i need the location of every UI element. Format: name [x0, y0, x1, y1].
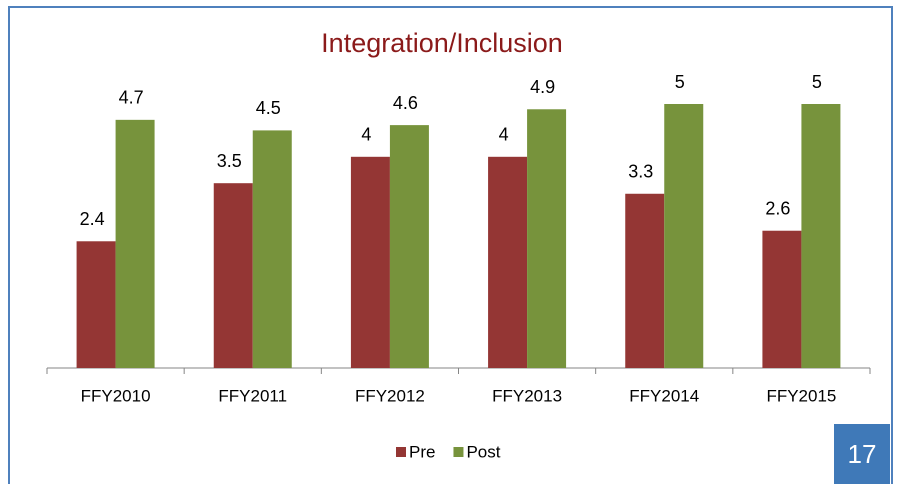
- page-badge: [834, 424, 890, 484]
- data-label: 4.9: [530, 77, 555, 97]
- data-label: 3.3: [628, 162, 653, 182]
- bar: [76, 241, 116, 368]
- x-tick-label: FFY2013: [492, 386, 562, 405]
- bar: [213, 183, 253, 368]
- x-tick-label: FFY2012: [355, 386, 425, 405]
- legend-label: Post: [466, 442, 500, 461]
- bar: [527, 109, 567, 368]
- legend-swatch: [453, 447, 464, 457]
- legend-label: Pre: [409, 442, 435, 461]
- legend-swatch: [396, 447, 406, 457]
- chart-title: Integration/Inclusion: [321, 28, 563, 58]
- bar: [115, 119, 155, 368]
- data-label: 4: [361, 125, 371, 145]
- bar: [488, 156, 528, 368]
- bar: [801, 104, 841, 368]
- data-label: 3.5: [217, 151, 242, 171]
- data-label: 4.5: [256, 98, 281, 118]
- bar: [625, 193, 665, 368]
- x-tick-label: FFY2014: [629, 386, 699, 405]
- data-label: 4.7: [119, 88, 144, 108]
- data-label: 5: [812, 72, 822, 92]
- data-label: 2.6: [765, 198, 790, 218]
- data-label: 4.6: [393, 93, 418, 113]
- page-number: 17: [848, 439, 877, 469]
- slide-border: [8, 6, 893, 484]
- bar: [389, 125, 429, 369]
- x-tick-label: FFY2011: [218, 386, 287, 405]
- bar: [664, 104, 704, 368]
- data-label: 2.4: [80, 209, 105, 229]
- bar: [350, 156, 390, 368]
- x-tick-label: FFY2010: [81, 386, 151, 405]
- x-tick-label: FFY2015: [766, 386, 836, 405]
- bar: [252, 130, 292, 368]
- bar: [762, 230, 802, 368]
- data-label: 4: [499, 125, 509, 145]
- data-label: 5: [675, 72, 685, 92]
